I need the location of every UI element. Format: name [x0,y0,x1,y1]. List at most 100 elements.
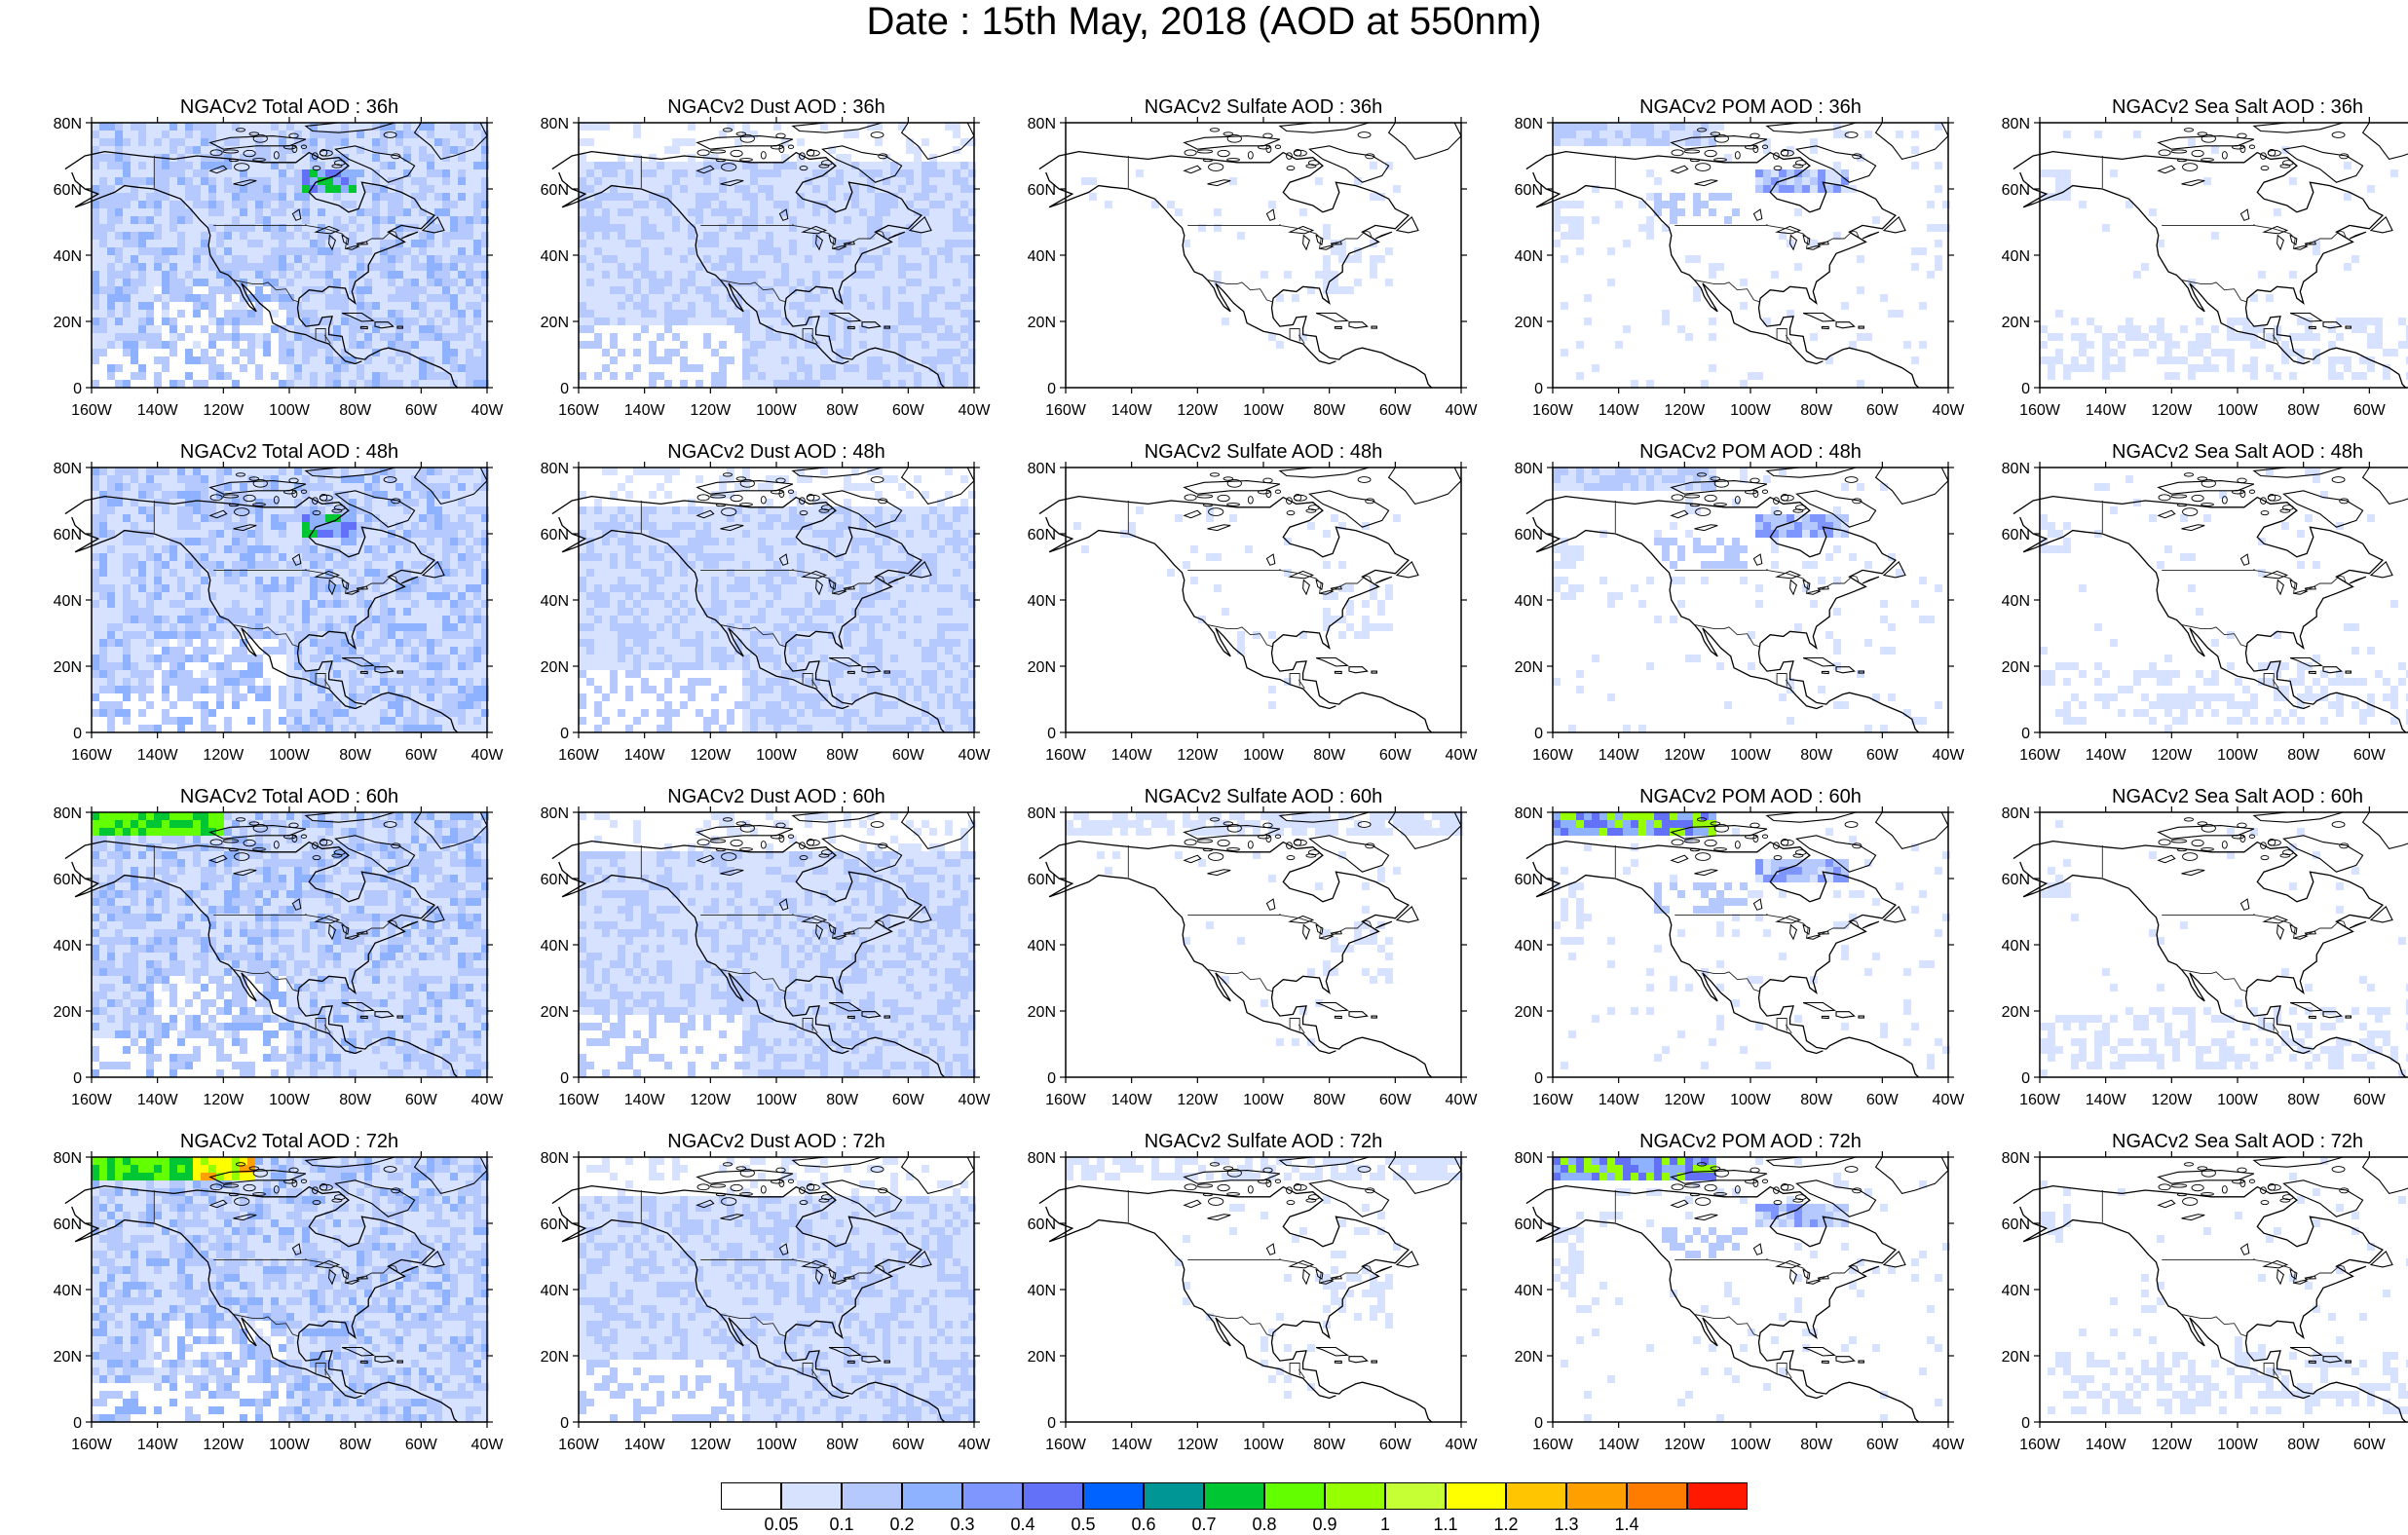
aod-cell [411,247,419,255]
aod-cell [247,655,255,662]
aod-cell [411,255,419,263]
aod-cell [1276,341,1284,349]
aod-cell [797,263,805,271]
aod-cell [844,177,851,185]
aod-cell [388,138,395,146]
aod-cell [657,286,664,294]
aod-cell [310,569,318,577]
aod-cell [586,318,594,325]
aod-cell [216,286,224,294]
aod-cell [750,349,758,356]
aod-cell [224,538,232,545]
aod-cell [193,271,201,279]
aod-cell [177,639,185,647]
aod-cell [766,177,773,185]
aod-cell [123,123,131,131]
aod-cell [427,349,434,356]
aod-cell [820,372,828,380]
aod-cell [773,216,781,224]
aod-cell [1592,216,1599,224]
aod-cell [2133,131,2141,138]
aod-cell [719,240,727,247]
aod-cell [185,577,193,584]
aod-cell [247,514,255,522]
aod-cell [427,271,434,279]
aod-cell [890,372,898,380]
aod-cell [271,232,279,240]
aod-cell [419,169,427,177]
aod-cell [92,678,99,686]
aod-cell [286,584,294,592]
aod-cell [162,341,169,349]
aod-cell [107,623,115,631]
aod-cell [688,247,696,255]
aod-cell [232,592,240,600]
aod-cell [820,333,828,341]
aod-cell [92,318,99,325]
aod-cell [625,294,633,302]
aod-cell [427,372,434,380]
aod-cell [325,349,333,356]
aod-cell [1670,123,1677,131]
aod-cell [372,208,380,216]
aod-cell [633,318,641,325]
aod-cell [442,138,450,146]
aod-cell [2235,318,2242,325]
aod-cell [742,123,750,131]
aod-cell [131,623,138,631]
aod-cell [1561,138,1568,146]
aod-cell [201,530,208,538]
aod-cell [812,185,820,193]
aod-cell [1561,255,1568,263]
aod-cell [216,639,224,647]
aod-cell [2055,310,2063,318]
aod-cell [466,216,473,224]
x-tick-label: 40W [471,402,505,419]
aod-cell [208,561,216,569]
aod-cell [914,279,922,286]
aod-cell [107,686,115,693]
aod-cell [146,468,154,475]
x-tick-label: 160W [558,402,600,419]
aod-cell [302,372,310,380]
aod-cell [466,208,473,216]
aod-cell [99,530,107,538]
aod-cell [1670,208,1677,216]
aod-cell [286,616,294,623]
aod-cell [325,185,333,193]
aod-cell [657,279,664,286]
aod-cell [2055,169,2063,177]
aod-cell [138,608,146,616]
y-tick-label: 20N [1515,315,1543,331]
aod-cell [945,279,953,286]
aod-cell [146,279,154,286]
aod-cell [310,349,318,356]
aod-cell [922,325,929,333]
aod-cell [388,169,395,177]
aod-cell [154,468,162,475]
aod-cell [169,123,177,131]
aod-cell [898,177,906,185]
aod-cell [115,224,123,232]
aod-cell [185,670,193,678]
aod-cell [1755,185,1763,193]
aod-cell [953,131,960,138]
aod-cell [193,138,201,146]
aod-cell [169,678,177,686]
aod-cell [224,678,232,686]
aod-cell [279,286,286,294]
aod-cell [703,255,711,263]
aod-cell [968,177,976,185]
aod-cell [875,286,883,294]
aod-cell [286,514,294,522]
aod-cell [766,201,773,208]
aod-cell [395,201,403,208]
aod-cell [481,216,489,224]
aod-cell [875,271,883,279]
aod-cell [279,177,286,185]
aod-cell [594,372,602,380]
aod-cell [672,271,680,279]
aod-cell [773,193,781,201]
aod-cell [610,232,618,240]
